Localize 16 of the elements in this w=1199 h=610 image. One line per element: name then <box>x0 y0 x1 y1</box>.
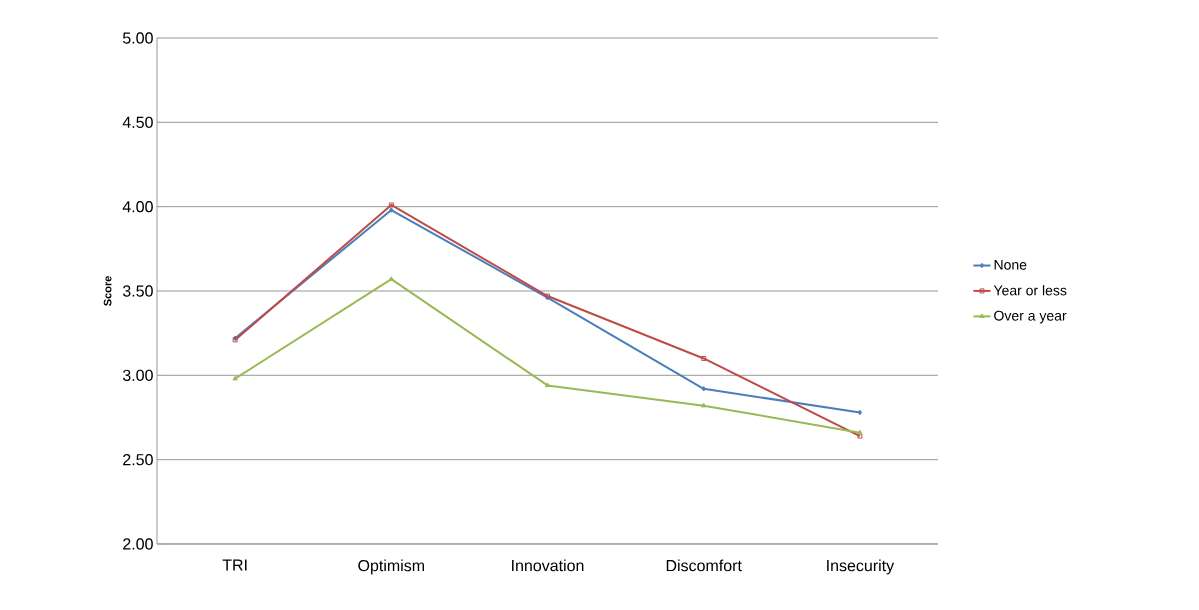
y-tick-label: 5.00 <box>122 32 153 44</box>
x-tick-label: TRI <box>222 559 247 571</box>
y-axis-title: Score <box>103 276 112 306</box>
y-tick-label: 4.00 <box>122 201 153 213</box>
legend-label: None <box>994 259 1027 270</box>
x-tick-label: Insecurity <box>827 559 895 575</box>
legend-label: Year or less <box>993 285 1067 296</box>
x-tick-label: Discomfort <box>666 559 742 572</box>
legend-label: Over a year <box>994 310 1067 324</box>
y-tick-label: 2.00 <box>123 538 153 550</box>
x-tick-label: Optimism <box>358 559 425 575</box>
y-tick-label: 2.50 <box>123 453 153 466</box>
y-tick-label: 3.50 <box>122 285 153 297</box>
y-tick-label: 4.50 <box>122 116 153 128</box>
x-tick-label: Innovation <box>512 559 584 572</box>
y-tick-label: 3.00 <box>122 369 153 381</box>
